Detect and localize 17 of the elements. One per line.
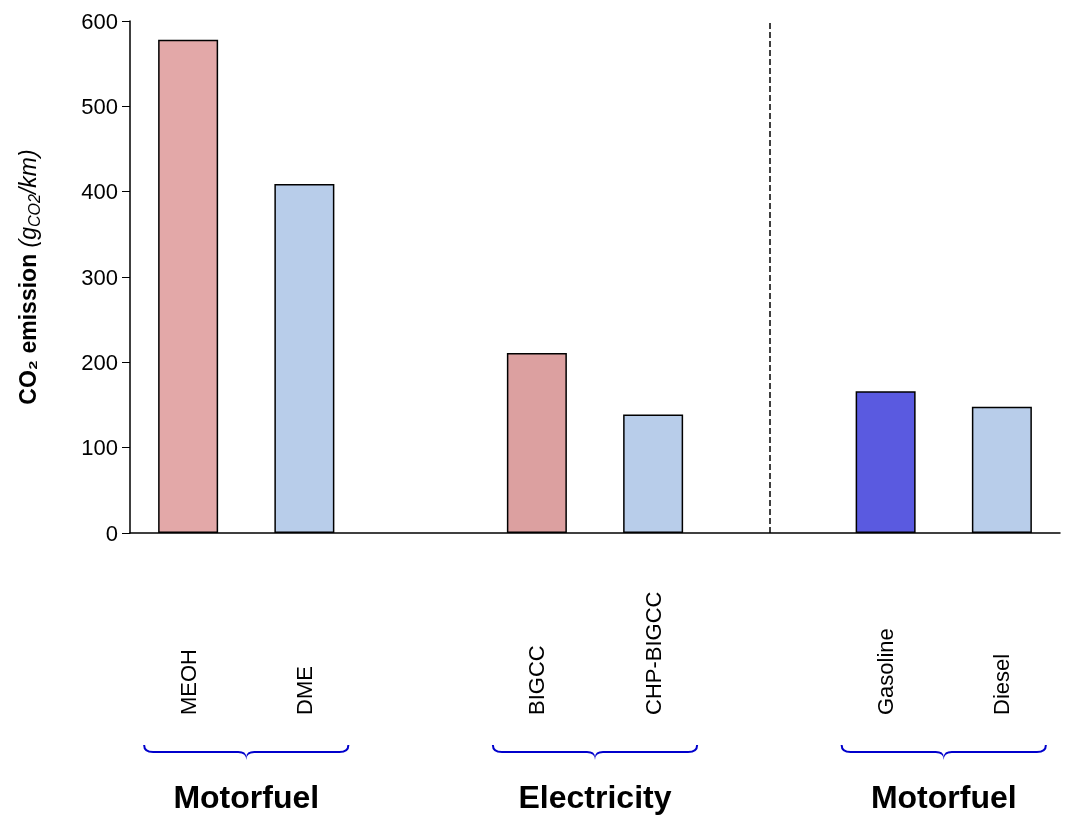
y-tick-label: 400 [81, 179, 118, 205]
y-axis-title: CO₂ emission (gCO2/km) [15, 149, 43, 405]
x-tick-label: BIGCC [524, 645, 550, 715]
y-tick-label: 200 [81, 349, 118, 375]
text: Electricity [518, 779, 672, 815]
text: Motorfuel [173, 779, 320, 815]
x-tick-label: DME [291, 666, 317, 715]
text: Motorfuel [870, 779, 1017, 815]
x-tick-label: MEOH [175, 649, 201, 715]
y-tick-label: 500 [81, 93, 118, 119]
y-tick-label: 600 [81, 8, 118, 34]
y-tick-label: 100 [81, 435, 118, 461]
y-tick-label: 300 [81, 264, 118, 290]
y-tick-label: 0 [105, 520, 118, 546]
x-tick-label: Diesel [989, 653, 1015, 715]
x-tick-label: CHP-BIGCC [640, 591, 666, 715]
x-tick-label: Gasoline [873, 628, 899, 715]
